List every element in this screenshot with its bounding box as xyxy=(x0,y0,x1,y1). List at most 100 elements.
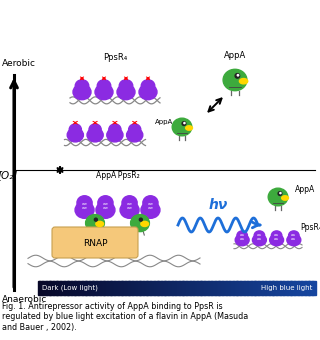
Bar xyxy=(240,281,242,295)
Bar xyxy=(114,281,116,295)
Bar xyxy=(45,281,47,295)
Bar xyxy=(57,281,59,295)
Bar xyxy=(314,281,316,295)
Bar xyxy=(250,281,252,295)
Bar xyxy=(271,281,273,295)
Bar xyxy=(111,281,113,295)
Bar xyxy=(70,281,72,295)
Text: Dark (Low light): Dark (Low light) xyxy=(42,285,98,291)
Ellipse shape xyxy=(280,192,281,194)
Bar xyxy=(143,281,145,295)
Bar xyxy=(71,281,73,295)
Text: RNAP: RNAP xyxy=(83,238,107,248)
Bar xyxy=(292,281,293,295)
Bar xyxy=(255,281,257,295)
Bar xyxy=(103,281,105,295)
Bar xyxy=(39,281,41,295)
Bar xyxy=(175,281,177,295)
Ellipse shape xyxy=(239,79,248,84)
Text: AppA: AppA xyxy=(295,186,315,194)
Text: PpsR₄: PpsR₄ xyxy=(103,53,127,62)
Bar xyxy=(100,281,102,295)
Bar xyxy=(254,281,256,295)
Ellipse shape xyxy=(98,196,113,210)
Ellipse shape xyxy=(95,84,113,100)
Ellipse shape xyxy=(96,221,104,226)
Bar xyxy=(124,281,126,295)
Ellipse shape xyxy=(109,124,121,135)
Bar xyxy=(171,281,173,295)
Bar xyxy=(293,281,295,295)
Bar xyxy=(49,281,51,295)
Bar xyxy=(232,281,234,295)
Bar xyxy=(210,281,212,295)
Bar xyxy=(185,281,187,295)
Bar xyxy=(66,281,68,295)
Bar xyxy=(274,281,275,295)
Bar xyxy=(193,281,195,295)
Ellipse shape xyxy=(139,84,157,100)
Bar xyxy=(163,281,164,295)
Bar xyxy=(77,281,79,295)
Text: ww
ww: ww ww xyxy=(291,233,296,241)
Bar xyxy=(182,281,184,295)
Ellipse shape xyxy=(117,84,135,100)
Ellipse shape xyxy=(77,196,92,210)
Bar xyxy=(197,281,199,295)
Bar xyxy=(262,281,264,295)
Bar xyxy=(164,281,166,295)
Bar xyxy=(272,281,274,295)
Bar xyxy=(120,281,122,295)
Bar xyxy=(161,281,163,295)
Bar xyxy=(249,281,251,295)
Bar xyxy=(258,281,260,295)
Ellipse shape xyxy=(127,128,143,142)
Ellipse shape xyxy=(278,192,282,196)
Bar xyxy=(104,281,106,295)
Bar xyxy=(280,281,282,295)
Bar xyxy=(108,281,110,295)
Bar xyxy=(305,281,307,295)
Bar xyxy=(154,281,156,295)
Bar xyxy=(215,281,217,295)
Bar xyxy=(311,281,313,295)
Bar xyxy=(235,281,236,295)
Bar xyxy=(149,281,151,295)
Bar xyxy=(89,281,91,295)
Bar xyxy=(244,281,246,295)
Bar xyxy=(76,281,77,295)
Ellipse shape xyxy=(139,218,142,221)
Ellipse shape xyxy=(237,231,247,240)
Ellipse shape xyxy=(223,69,247,91)
Bar xyxy=(222,281,224,295)
Bar xyxy=(84,281,85,295)
Bar xyxy=(146,281,148,295)
Bar xyxy=(46,281,48,295)
Bar xyxy=(117,281,119,295)
Bar xyxy=(60,281,62,295)
Bar xyxy=(247,281,249,295)
Bar xyxy=(308,281,310,295)
Bar xyxy=(165,281,167,295)
Text: PpsR₄: PpsR₄ xyxy=(300,223,320,233)
Ellipse shape xyxy=(235,234,249,246)
Ellipse shape xyxy=(87,128,103,142)
Ellipse shape xyxy=(271,231,282,240)
Bar xyxy=(179,281,181,295)
Bar xyxy=(42,281,44,295)
Bar xyxy=(228,281,230,295)
Bar xyxy=(181,281,182,295)
Bar xyxy=(297,281,299,295)
Text: ww
ww: ww ww xyxy=(82,202,87,210)
Bar xyxy=(145,281,147,295)
Bar xyxy=(200,281,202,295)
Ellipse shape xyxy=(96,202,115,218)
Ellipse shape xyxy=(89,124,101,135)
Bar xyxy=(93,281,95,295)
Bar xyxy=(56,281,58,295)
Bar xyxy=(140,281,142,295)
Bar xyxy=(129,281,131,295)
Bar xyxy=(44,281,45,295)
Bar xyxy=(296,281,298,295)
Bar xyxy=(301,281,303,295)
